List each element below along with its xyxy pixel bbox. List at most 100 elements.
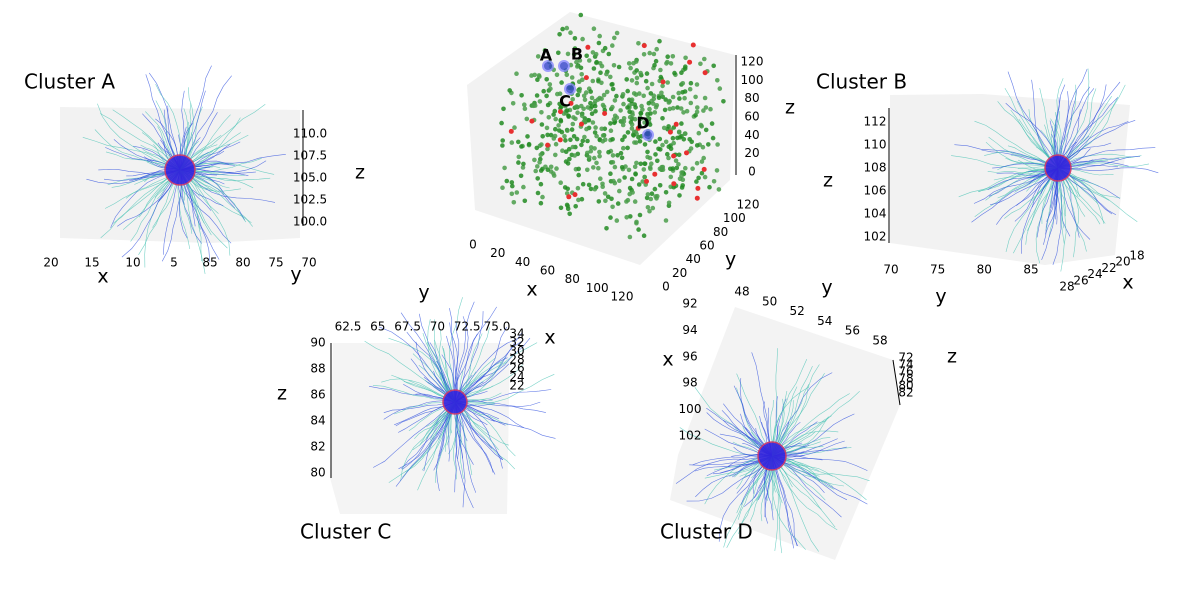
scatter-point — [699, 170, 705, 176]
scatter-point — [647, 122, 653, 127]
scatter-point — [578, 65, 584, 71]
scatter-point — [540, 134, 545, 139]
x-tick-label: 34 — [509, 327, 524, 341]
scatter-point — [538, 152, 544, 158]
scatter-point — [539, 110, 544, 115]
scatter-point — [587, 58, 592, 63]
y-tick-label: 40 — [686, 252, 701, 266]
scatter-point — [657, 166, 663, 172]
scatter-point — [603, 198, 608, 204]
scatter-point — [698, 61, 703, 67]
scatter-point — [597, 61, 603, 66]
scatter-point — [631, 60, 636, 66]
z-tick-label: 120 — [741, 55, 764, 69]
scatter-point — [568, 30, 573, 35]
scatter-point — [647, 50, 652, 56]
scatter-point — [621, 145, 626, 151]
streamline — [977, 167, 1059, 192]
streamline — [686, 455, 773, 502]
streamline — [1004, 87, 1059, 169]
scatter-point — [571, 134, 577, 139]
scatter-point — [698, 122, 704, 128]
scatter-point — [585, 138, 590, 144]
red-point — [695, 185, 701, 191]
scatter-point — [680, 81, 686, 86]
scatter-point — [545, 146, 550, 152]
scatter-point — [684, 108, 690, 114]
scatter-point — [653, 194, 658, 199]
scatter-point — [501, 106, 506, 112]
scatter-point — [701, 108, 706, 113]
z-tick-label: 88 — [310, 362, 325, 376]
scatter-point — [562, 134, 567, 139]
red-point — [701, 166, 707, 172]
scatter-point — [653, 139, 658, 144]
scatter-point — [673, 158, 679, 163]
scatter-point — [615, 153, 620, 158]
scatter-point — [608, 128, 614, 133]
scatter-point — [592, 103, 598, 109]
scatter-point — [625, 105, 630, 110]
y-tick-label: 80 — [713, 225, 728, 239]
x-tick-label: 96 — [682, 349, 697, 363]
streamline — [1057, 86, 1091, 169]
scatter-point — [619, 119, 625, 124]
scatter-point — [511, 200, 517, 205]
scatter-point — [570, 97, 575, 102]
scatter-point — [711, 63, 716, 69]
z-tick-label: 106 — [864, 184, 887, 198]
scatter-point — [560, 26, 565, 32]
scatter-point — [591, 66, 597, 71]
streamline — [454, 389, 552, 403]
z-axis-label: z — [823, 170, 833, 192]
z-tick-label: 110.0 — [293, 127, 327, 141]
scatter-point — [663, 139, 669, 145]
scatter-point — [690, 166, 695, 171]
scatter-point — [596, 199, 602, 204]
scatter-point — [714, 168, 720, 173]
streamline — [771, 455, 842, 518]
x-tick-label: 100 — [586, 281, 609, 295]
scatter-point — [595, 97, 601, 102]
red-point — [671, 153, 677, 159]
streamline — [1005, 102, 1059, 169]
streamline — [454, 401, 466, 508]
scatter-point — [539, 142, 544, 147]
scatter-point — [553, 116, 558, 122]
scatter-point — [558, 205, 564, 211]
scatter-point — [637, 115, 643, 120]
scatter-point — [516, 154, 522, 160]
cluster-annotation: B — [571, 45, 583, 64]
scatter-point — [588, 148, 594, 154]
z-tick-label: 84 — [310, 414, 325, 428]
red-point — [566, 194, 572, 200]
scatter-point — [574, 59, 579, 65]
axis-line — [892, 359, 901, 406]
scatter-point — [702, 95, 708, 101]
scatter-point — [597, 33, 602, 39]
scatter-point — [628, 214, 633, 219]
scatter-point — [627, 185, 633, 191]
scatter-point — [594, 133, 599, 139]
scatter-point — [694, 143, 700, 148]
streamline — [423, 401, 456, 472]
red-point — [644, 178, 649, 184]
y-tick-label: 85 — [202, 256, 217, 270]
scatter-point — [575, 110, 580, 115]
red-point — [572, 192, 578, 198]
scatter-point — [694, 109, 700, 115]
streamline — [373, 401, 456, 468]
cluster-marker — [564, 83, 576, 95]
scatter-point — [614, 218, 620, 223]
y-axis-label: y — [725, 249, 736, 271]
scatter-point — [683, 165, 688, 171]
scatter-point — [585, 167, 590, 173]
streamline — [144, 169, 181, 268]
z-tick-label: 80 — [310, 466, 325, 480]
red-point — [508, 128, 514, 134]
scatter-point — [573, 116, 578, 122]
scatter-point — [554, 72, 560, 78]
z-tick-label: 40 — [744, 128, 759, 142]
scatter-point — [702, 56, 707, 62]
streamline — [405, 401, 456, 473]
